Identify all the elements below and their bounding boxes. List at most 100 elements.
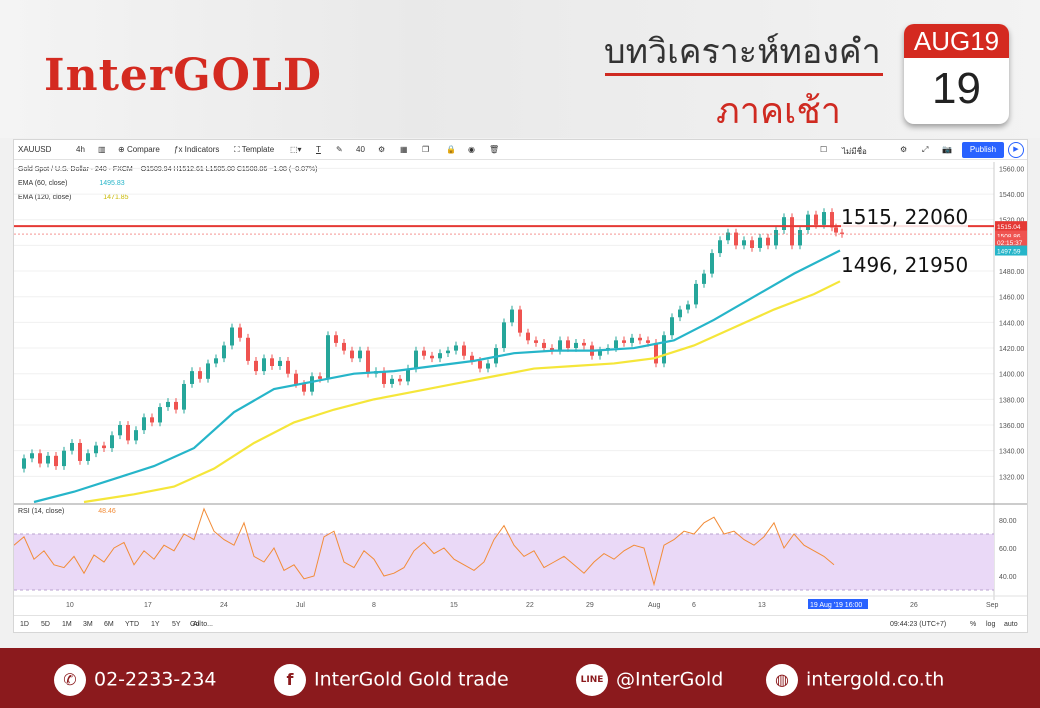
candle-body (166, 401, 170, 408)
auto-toggle[interactable]: auto (1004, 621, 1018, 628)
price-chart-svg[interactable]: 1320.001340.001360.001380.001400.001420.… (14, 140, 1027, 632)
candle-body (526, 332, 530, 341)
candle-body (278, 360, 282, 366)
indicators-button[interactable]: ƒx Indicators (174, 145, 220, 154)
x-tick-label: Sep (986, 602, 999, 609)
title-divider (605, 73, 883, 76)
replay-icon[interactable]: ▶ (1008, 142, 1024, 158)
settings-gear-icon[interactable]: ⚙ (378, 145, 386, 154)
compare-button[interactable]: ⊕ Compare (118, 145, 160, 154)
symbol-search[interactable]: XAUUSD (18, 145, 52, 154)
facebook-name: InterGold Gold trade (314, 668, 509, 691)
trash-icon[interactable]: 🗑 (489, 145, 500, 154)
candles-icon[interactable]: ▥ (98, 145, 106, 154)
candle-body (390, 378, 394, 384)
candle-body (766, 237, 770, 246)
fullscreen-square-icon[interactable]: ☐ (820, 145, 828, 154)
candle-body (814, 214, 818, 225)
candle-body (118, 425, 122, 436)
range-5d[interactable]: 5D (41, 621, 50, 628)
y-tick-label: 1560.00 (999, 166, 1024, 173)
templates-button[interactable]: ⛶ Template (234, 145, 275, 154)
website-contact[interactable]: ◍ intergold.co.th (766, 664, 944, 696)
candle-body (334, 335, 338, 343)
phone-contact[interactable]: ✆ 02-2233-234 (54, 664, 217, 696)
candle-body (574, 342, 578, 349)
rsi-tick-label: 80.00 (999, 518, 1017, 525)
candle-body (414, 350, 418, 369)
camera-icon[interactable]: 📷 (942, 145, 952, 154)
ema-price-tag: 1497.59 (997, 249, 1021, 256)
select-tool-icon[interactable]: ⬚▾ (290, 145, 302, 154)
ema60-legend: EMA (60, close) 1495.83 (18, 180, 125, 187)
candle-body (750, 240, 754, 248)
candle-body (70, 442, 74, 451)
lock-icon[interactable]: 🔒 (446, 145, 456, 154)
analysis-title: บทวิเคราะห์ทองคำ (604, 32, 881, 72)
text-color-icon[interactable]: T (316, 145, 321, 154)
candle-body (702, 273, 706, 284)
settings-icon[interactable]: ⚙ (900, 145, 908, 154)
expand-icon[interactable]: ⤢ (922, 145, 929, 154)
candle-body (350, 350, 354, 359)
ema60-label: EMA (60, close) (18, 180, 68, 187)
range-6m[interactable]: 6M (104, 621, 114, 628)
publish-button[interactable]: Publish (962, 142, 1004, 158)
rsi-label: RSI (14, close) (18, 508, 65, 515)
candle-body (638, 337, 642, 341)
resistance-price-tag: 1515.04 (997, 224, 1021, 231)
candle-body (502, 322, 506, 349)
candle-body (294, 373, 298, 384)
candle-body (302, 383, 306, 392)
clock-label: 09:44:23 (UTC+7) (890, 621, 947, 628)
candle-body (326, 335, 330, 379)
ema120-line (83, 280, 841, 504)
resistance-annotation: 1515, 22060 (841, 205, 969, 229)
clone-icon[interactable]: ❐ (422, 145, 430, 154)
support-annotation: 1496, 21950 (841, 253, 969, 277)
interval-button[interactable]: 4h (76, 145, 85, 154)
range-ytd[interactable]: YTD (125, 621, 139, 628)
layers-icon[interactable]: ▦ (400, 145, 408, 154)
log-toggle[interactable]: log (986, 621, 996, 628)
x-tick-label: 8 (372, 602, 376, 609)
resistance-price-tag-bg (995, 221, 1027, 232)
session-subtitle: ภาคเช้า (716, 91, 841, 132)
indicators-label: Indicators (184, 145, 220, 154)
candle-body (726, 232, 730, 241)
percent-toggle[interactable]: % (970, 621, 977, 628)
facebook-contact[interactable]: f InterGold Gold trade (274, 664, 509, 696)
candle-body (182, 383, 186, 410)
candle-body (670, 317, 674, 336)
candle-body (470, 355, 474, 361)
candle-body (550, 348, 554, 351)
pen-icon[interactable]: ✎ (336, 145, 343, 154)
candle-body (654, 342, 658, 364)
x-tick-label: 29 (586, 602, 594, 609)
eye-icon[interactable]: ◉ (468, 145, 475, 154)
range-1m[interactable]: 1M (62, 621, 72, 628)
candle-body (662, 335, 666, 364)
candle-body (834, 227, 838, 233)
candle-body (454, 345, 458, 351)
goto-button[interactable]: Go to... (190, 621, 213, 628)
x-tick-label: 17 (144, 602, 152, 609)
range-all[interactable]: All (193, 621, 201, 628)
y-tick-label: 1320.00 (999, 474, 1024, 481)
range-1d[interactable]: 1D (20, 621, 29, 628)
range-3m[interactable]: 3M (83, 621, 93, 628)
y-tick-label: 1420.00 (999, 346, 1024, 353)
candle-body (246, 337, 250, 361)
line-contact[interactable]: LINE @InterGold (576, 664, 723, 696)
candle-body (734, 232, 738, 246)
font-size-select[interactable]: 40 (356, 145, 365, 154)
candle-body (262, 358, 266, 372)
bottom-toolbar: 1D 5D 1M 3M 6M YTD 1Y 5Y All Go to... 09:44:23 (… (14, 615, 1027, 633)
range-1y[interactable]: 1Y (151, 621, 160, 628)
watchlist-name[interactable]: ไม่มีชื่อ (842, 147, 867, 156)
x-tick-label: 19 Aug '19 16:00 (810, 602, 862, 609)
candle-body (822, 212, 826, 225)
range-5y[interactable]: 5Y (172, 621, 181, 628)
candle-body (462, 345, 466, 356)
candle-body (382, 371, 386, 384)
